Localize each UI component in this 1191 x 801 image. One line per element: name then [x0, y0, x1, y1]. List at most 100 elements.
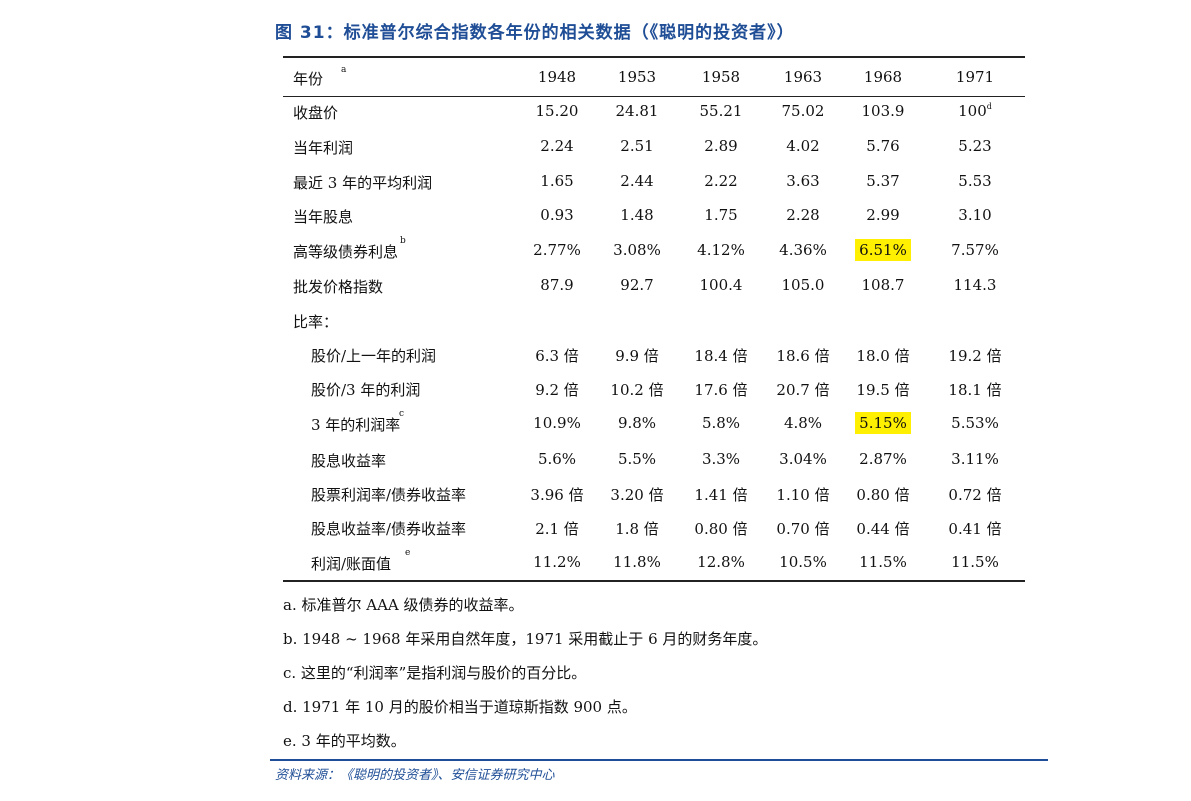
table-cell: 19.2 倍	[935, 345, 1015, 366]
cell-value: 1.8 倍	[615, 520, 659, 538]
source-divider	[270, 759, 1048, 761]
table-cell: 1.8 倍	[597, 518, 677, 539]
table-cell: 5.8%	[681, 414, 761, 432]
row-label: 股价/上一年的利润	[311, 347, 437, 365]
table-cell: 6.51%	[843, 239, 923, 261]
cell-value: 5.53	[958, 172, 992, 190]
row-label: 收盘价	[293, 104, 339, 122]
cell-value: 17.6 倍	[694, 381, 748, 399]
table-row: 收盘价 15.20 24.81 55.21 75.02 103.9 100d	[283, 97, 1025, 127]
table-row: 当年利润 2.24 2.51 2.89 4.02 5.76 5.23	[283, 132, 1025, 162]
row-label: 当年股息	[293, 208, 354, 226]
table-cell: 2.51	[597, 137, 677, 155]
cell-value: 0.72 倍	[948, 486, 1002, 504]
table-cell: 105.0	[763, 276, 843, 294]
table-cell: 18.1 倍	[935, 379, 1015, 400]
row-label: 批发价格指数	[293, 278, 384, 296]
table-cell: 2.89	[681, 137, 761, 155]
cell-value: 2.44	[620, 172, 654, 190]
footnote-marker: d	[986, 102, 992, 111]
cell-value: 5.76	[866, 137, 900, 155]
table-row: 股价/3 年的利润 9.2 倍 10.2 倍 17.6 倍 20.7 倍 19.5 倍 18…	[283, 374, 1025, 404]
table-cell: 20.7 倍	[763, 379, 843, 400]
table-row: 股票利润率/债券收益率 3.96 倍 3.20 倍 1.41 倍 1.10 倍 0.80 …	[283, 479, 1025, 509]
cell-value: 12.8%	[697, 553, 745, 571]
cell-value: 3.3%	[701, 450, 741, 468]
table-row: 批发价格指数 87.9 92.7 100.4 105.0 108.7 114.3	[283, 271, 1025, 301]
cell-value: 5.23	[958, 137, 992, 155]
cell-value: 100.4	[699, 276, 743, 294]
cell-value: 5.37	[866, 172, 900, 190]
row-label: 股票利润率/债券收益率	[311, 486, 467, 504]
table-cell: 9.8%	[597, 414, 677, 432]
table-cell: 11.5%	[935, 553, 1015, 571]
cell-value: 0.80 倍	[694, 520, 748, 538]
cell-value: 9.9 倍	[615, 347, 659, 365]
table-cell: 55.21	[681, 102, 761, 120]
section-label: 比率：	[293, 313, 339, 331]
table-cell: 9.2 倍	[517, 379, 597, 400]
cell-value: 5.5%	[617, 450, 657, 468]
table-cell: 92.7	[597, 276, 677, 294]
year-header: 1968	[863, 68, 903, 86]
cell-value: 2.24	[540, 137, 574, 155]
table-row: 利润/账面值 e 11.2% 11.8% 12.8% 10.5% 11.5% 11.5%	[283, 548, 1025, 578]
cell-value: 18.4 倍	[694, 347, 748, 365]
footnote-marker: b	[400, 236, 406, 246]
cell-value: 3.11%	[951, 450, 999, 468]
cell-value: 4.36%	[779, 241, 827, 259]
year-header: 1948	[537, 68, 577, 86]
cell-value: 18.0 倍	[856, 347, 910, 365]
table-cell: 18.0 倍	[843, 345, 923, 366]
year-header: 1971	[955, 68, 995, 86]
cell-value: 10.2 倍	[610, 381, 664, 399]
cell-value: 0.44 倍	[856, 520, 910, 538]
cell-value: 0.70 倍	[776, 520, 830, 538]
footnote: a. 标准普尔 AAA 级债券的收益率。	[283, 596, 524, 614]
table-cell: 3.3%	[681, 450, 761, 468]
row-label: 股价/3 年的利润	[311, 381, 421, 399]
table-cell: 18.4 倍	[681, 345, 761, 366]
row-label: 3 年的利润率	[311, 416, 401, 434]
table-cell: 1.75	[681, 206, 761, 224]
table-cell: 5.53%	[935, 414, 1015, 432]
table-cell: 5.37	[843, 172, 923, 190]
table-cell: 5.6%	[517, 450, 597, 468]
table-cell: 5.53	[935, 172, 1015, 190]
table-row: 股息收益率 5.6% 5.5% 3.3% 3.04% 2.87% 3.11%	[283, 445, 1025, 475]
footnote: d. 1971 年 10 月的股价相当于道琼斯指数 900 点。	[283, 698, 637, 716]
cell-value: 4.02	[786, 137, 820, 155]
table-cell: 3.04%	[763, 450, 843, 468]
figure-title: 图 31：标准普尔综合指数各年份的相关数据（《聪明的投资者》）	[275, 23, 795, 43]
section-row: 比率：	[283, 306, 1025, 336]
cell-value: 11.5%	[951, 553, 999, 571]
table-cell: 18.6 倍	[763, 345, 843, 366]
cell-value: 55.21	[699, 102, 743, 120]
cell-value: 5.6%	[537, 450, 577, 468]
year-header: 1953	[617, 68, 657, 86]
table-cell: 4.8%	[763, 414, 843, 432]
footnote-marker: e	[405, 548, 411, 558]
cell-value: 5.53%	[951, 414, 999, 432]
table-cell: 15.20	[517, 102, 597, 120]
table-cell: 3.11%	[935, 450, 1015, 468]
cell-value: 100	[958, 102, 987, 120]
row-label: 股息收益率/债券收益率	[311, 520, 467, 538]
table-cell: 19.5 倍	[843, 379, 923, 400]
table-header-rule	[283, 96, 1025, 97]
table-cell: 3.96 倍	[517, 484, 597, 505]
table-cell: 24.81	[597, 102, 677, 120]
cell-value: 0.93	[540, 206, 574, 224]
cell-value: 11.8%	[613, 553, 661, 571]
cell-value: 3.04%	[779, 450, 827, 468]
cell-value: 5.8%	[701, 414, 741, 432]
cell-value: 24.81	[615, 102, 659, 120]
table-cell: 2.87%	[843, 450, 923, 468]
table-top-rule	[283, 56, 1025, 58]
cell-value: 75.02	[781, 102, 825, 120]
table-cell: 2.28	[763, 206, 843, 224]
cell-value: 5.15%	[855, 412, 911, 434]
table-cell: 4.02	[763, 137, 843, 155]
table-cell: 10.2 倍	[597, 379, 677, 400]
